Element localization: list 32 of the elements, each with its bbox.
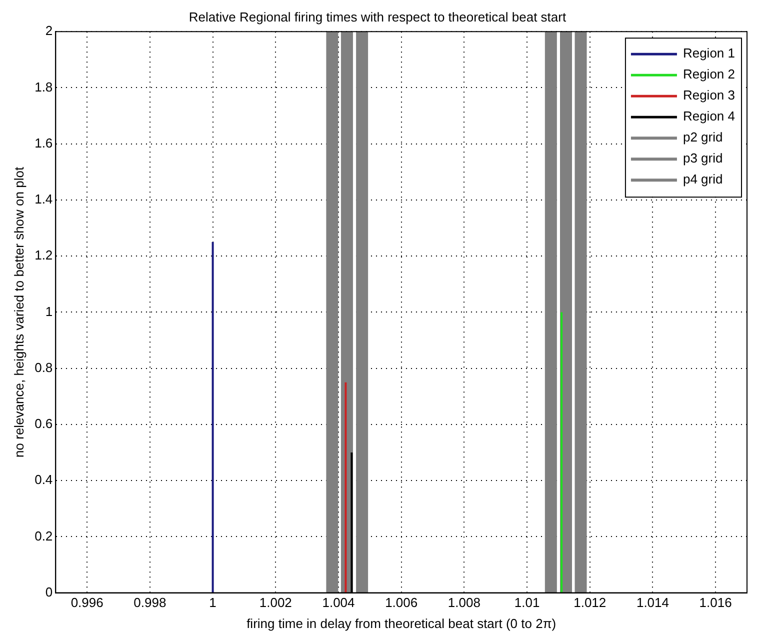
legend-label: Region 2 — [682, 66, 736, 82]
legend-label: Region 1 — [682, 46, 736, 61]
x-tick-label: 1.006 — [385, 595, 418, 610]
x-tick-label: 0.996 — [70, 595, 104, 610]
legend-label: p4 grid — [682, 172, 723, 187]
y-tick-label: 1.2 — [34, 248, 53, 263]
x-tick-label: 1.016 — [699, 595, 732, 610]
y-tick-label: 1 — [45, 304, 53, 319]
y-axis-title: no relevance, heights varied to better show on plot — [11, 166, 26, 458]
x-tick-label: 1.012 — [574, 595, 606, 610]
x-tick-label: 1.01 — [514, 595, 540, 610]
y-tick-label: 1.6 — [34, 135, 53, 150]
y-tick-label: 2 — [45, 23, 53, 38]
x-tick-label: 0.998 — [134, 595, 166, 610]
legend-label: Region 3 — [682, 88, 736, 103]
y-tick-label: 1.8 — [34, 79, 53, 94]
y-tick-label: 0.6 — [34, 416, 53, 432]
y-tick-label: 0 — [45, 584, 53, 600]
y-tick-label: 1.4 — [34, 192, 53, 207]
x-tick-label: 1.014 — [636, 595, 669, 610]
x-tick-label: 1.004 — [322, 595, 355, 610]
legend-label: p3 grid — [682, 150, 723, 166]
x-tick-label: 1 — [209, 595, 216, 610]
x-tick-label: 1.002 — [259, 595, 292, 610]
legend-label: p2 grid — [682, 130, 723, 145]
chart-title: Relative Regional firing times with respect to theoretical beat start — [188, 9, 566, 24]
y-tick-label: 0.4 — [34, 472, 53, 488]
y-tick-label: 0.8 — [34, 360, 53, 375]
y-tick-label: 0.2 — [34, 528, 53, 544]
x-tick-label: 1.008 — [448, 595, 480, 610]
legend-label: Region 4 — [682, 108, 736, 124]
x-axis-title: firing time in delay from theoretical beat start (0 to 2π) — [246, 616, 556, 631]
